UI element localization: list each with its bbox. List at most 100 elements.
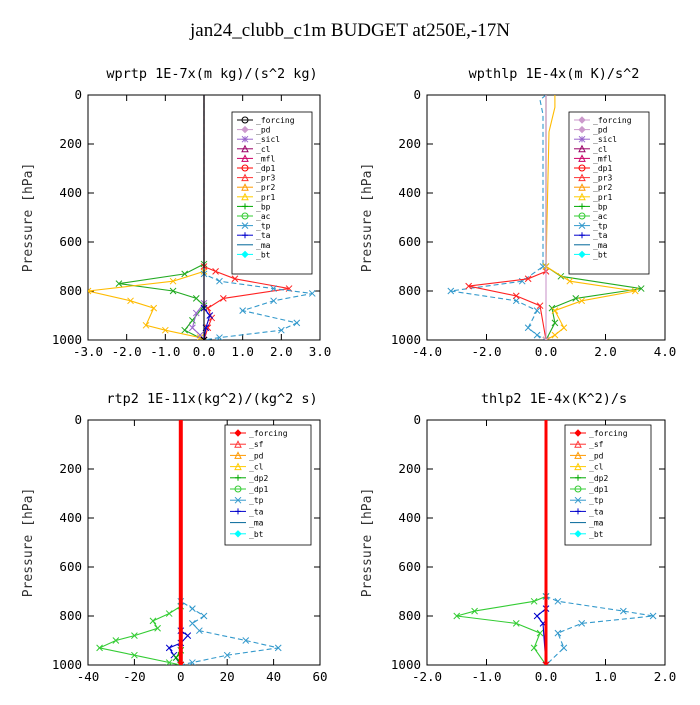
series-point [216,334,223,340]
legend-marker [234,440,242,448]
legend-entry: _pd [589,451,604,460]
y-tick-label: 1000 [391,332,421,347]
legend-marker [578,154,586,162]
y-tick-label: 0 [413,87,421,102]
series-line [456,420,547,665]
y-tick-label: 800 [398,283,421,298]
legend-marker [234,485,242,493]
series-point [165,644,173,652]
legend-marker [578,116,586,124]
x-tick-label: -2.0 [471,344,501,359]
series-point [150,304,158,312]
series-point [533,331,541,339]
legend-marker [241,135,249,143]
series-point [127,297,134,305]
chart-panel-2: wpthlp 1E-4x(m K)/s^2 Pressure [hPa] -4.0 -… [360,66,676,359]
series-point [88,287,92,295]
legend-marker [242,203,248,210]
legend-entry: _pd [249,451,264,460]
series-point [181,326,189,334]
series-point [274,644,282,652]
y-tick-label: 800 [59,608,82,623]
y-tick-label: 1000 [391,657,421,672]
legend-marker [574,451,582,459]
legend-entry: _pr3 [256,174,275,183]
legend-entry: _pr3 [593,174,612,183]
x-tick-label: 40 [266,669,281,684]
legend-entry: _ac [593,212,608,221]
x-tick-label: -2.0 [412,669,442,684]
legend-entry: _ta [589,507,604,516]
legend-marker [234,429,242,437]
series-point [165,610,173,617]
series-point [181,270,189,278]
chart-title: wpthlp 1E-4x(m K)/s^2 [469,66,640,82]
y-tick-label: 400 [398,185,421,200]
series-point [223,651,231,659]
legend-marker [574,462,582,471]
series-point [572,294,580,302]
x-tick-label: -2.0 [112,344,142,359]
series-point [551,307,559,314]
y-tick-label: 600 [59,234,82,249]
series-point [131,632,138,639]
series-point [471,607,478,615]
plot-frame [87,419,321,666]
series-point [200,336,208,340]
series-point [216,277,223,285]
legend-entry: _ma [249,519,264,528]
legend-entry: _sf [589,440,604,449]
series-line [450,95,547,340]
series-point [465,282,473,290]
legend-marker [234,530,242,538]
legend-entry: _pr1 [256,193,275,202]
legend-entry: _sicl [593,135,617,144]
x-tick-label: 0 [177,669,185,684]
y-tick-label: 200 [59,461,82,476]
legend-box [564,424,652,546]
series-point [131,651,138,659]
y-tick-label: 200 [59,136,82,151]
series-point [212,268,219,275]
legend-marker [235,508,241,515]
legend-marker [579,203,585,210]
legend-marker [241,192,249,201]
legend-marker [241,222,249,229]
series-point [637,285,645,292]
series-line [191,95,205,340]
series-point [551,331,559,339]
series-point [189,659,196,665]
legend-marker [574,530,582,538]
series-group [88,95,316,340]
y-axis-label: Pressure [hPa] [360,488,375,598]
legend-entry: _cl [256,145,271,154]
legend-box [224,424,312,546]
legend-marker [574,429,582,437]
y-tick-label: 200 [398,461,421,476]
legend-marker [578,135,586,143]
x-tick-label: 2.0 [654,669,677,684]
series-point [231,275,239,283]
legend-entry: _ac [256,212,271,221]
legend-marker [578,192,586,201]
y-tick-label: 0 [74,412,82,427]
series-point [542,336,550,340]
y-tick-label: 1000 [52,332,82,347]
series-line [545,420,654,665]
legend-entry: _dp1 [256,164,275,173]
legend-marker [241,116,249,124]
legend-marker [241,212,249,220]
series-point [169,277,177,285]
legend-entry: _ta [256,231,271,240]
legend-entry: _ta [249,507,264,516]
y-tick-label: 600 [398,559,421,574]
x-tick-label: -1.0 [471,669,501,684]
legend-marker [575,508,581,515]
series-point [551,319,559,327]
series-point [542,661,550,665]
legend-marker [578,125,586,134]
series-point [530,597,538,605]
legend-entry: _pr2 [593,183,612,192]
x-tick-label: 0.0 [535,344,558,359]
legend-marker [574,496,582,504]
